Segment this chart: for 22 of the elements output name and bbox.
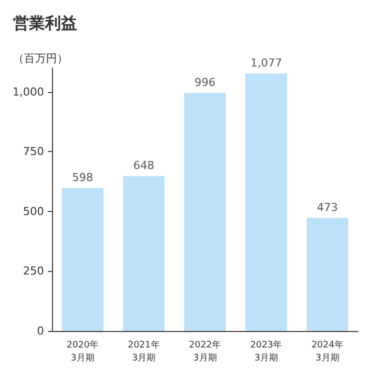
data-label: 996 [194,76,216,89]
bar [62,188,104,331]
chart-title: 営業利益 [13,14,77,32]
bar [306,218,348,331]
data-label: 1,077 [250,56,282,70]
bar [184,92,226,331]
bar [122,176,165,331]
y-tick-label: 0 [37,324,44,338]
data-label: 648 [133,159,154,172]
y-tick-label: 500 [23,204,44,218]
y-tick-label: 1,000 [12,85,44,98]
x-tick-label: 2024年 3月期 [311,340,344,364]
x-tick-label: 2021年 3月期 [128,340,160,364]
data-label: 473 [316,200,338,214]
bar [245,74,288,331]
y-axis-title: （百万円） [13,52,68,65]
x-tick-label: 2020年 3月期 [66,340,99,364]
y-tick-label: 250 [23,264,44,278]
x-tick-label: 2023年 3月期 [250,340,282,364]
data-label: 598 [72,171,94,184]
y-tick-label: 750 [23,145,44,158]
x-tick-label: 2022年 3月期 [189,340,221,364]
